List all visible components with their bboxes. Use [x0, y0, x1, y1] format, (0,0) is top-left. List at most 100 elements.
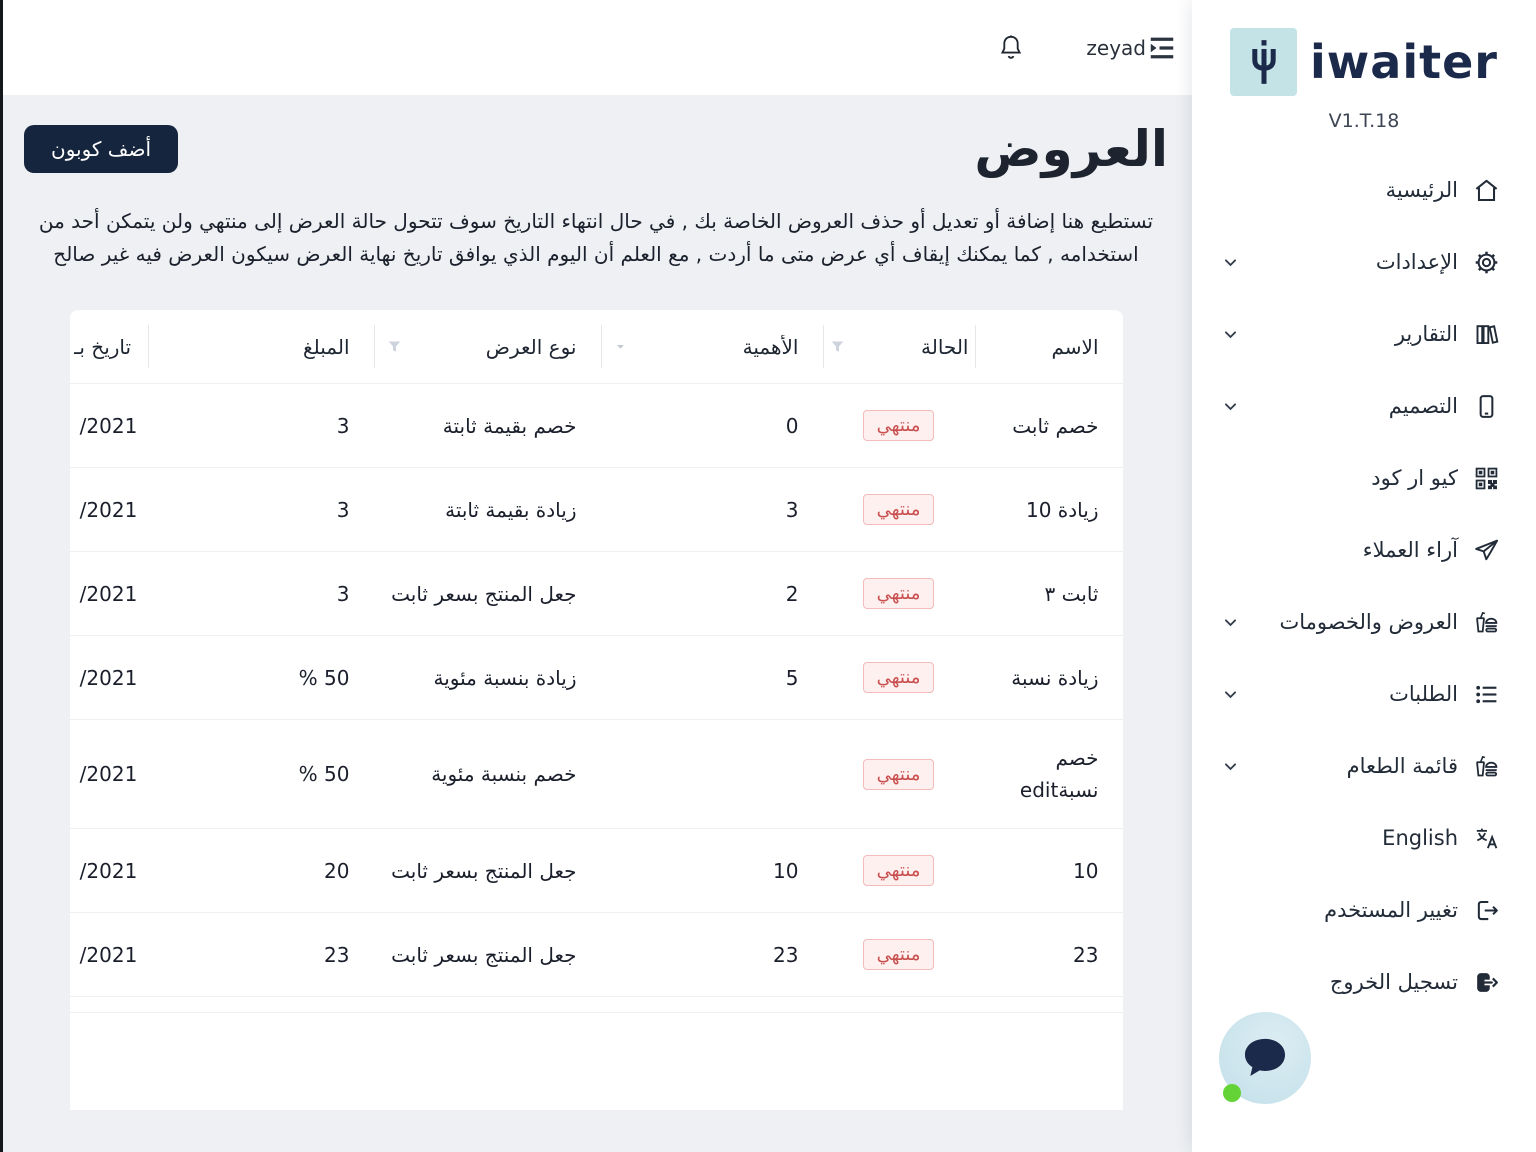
iwaiter-logo-icon — [1230, 28, 1298, 96]
food-menu-icon — [1473, 753, 1500, 780]
chevron-down-icon — [1222, 254, 1239, 271]
cell-importance: 10 — [773, 858, 799, 883]
table-row[interactable]: خصم ثابت منتهي 0 خصم بقيمة ثابتة 3 /2021 — [69, 384, 1123, 468]
cell-name: 10 — [1073, 858, 1099, 883]
add-coupon-button[interactable]: أضف كوبون — [24, 125, 179, 173]
cell-importance: 23 — [773, 942, 799, 967]
table-header-row: الاسم الحالة الأهمية نوع العرض المبلغ تا… — [69, 310, 1123, 384]
sidebar-item-switch-user[interactable]: تغيير المستخدم — [1192, 874, 1536, 946]
online-status-dot — [1223, 1084, 1241, 1102]
cell-amount: 20 — [324, 858, 350, 883]
table-row-ghost — [69, 997, 1123, 1013]
status-badge: منتهي — [862, 494, 935, 525]
column-header-type: نوع العرض — [373, 310, 601, 383]
filter-funnel-icon[interactable] — [829, 338, 846, 355]
status-badge: منتهي — [862, 410, 935, 441]
sidebar-item-orders[interactable]: الطلبات — [1192, 658, 1536, 730]
sidebar: iwaiter V1.T.18 الرئيسية الإعدادات التقا… — [1192, 0, 1536, 1152]
cell-amount: 3 — [336, 497, 350, 522]
language-icon — [1473, 825, 1500, 852]
column-header-status: الحالة — [822, 310, 975, 383]
qr-code-icon — [1473, 465, 1500, 492]
cell-status: منتهي — [823, 636, 975, 719]
sidebar-item-food-menu[interactable]: قائمة الطعام — [1192, 730, 1536, 802]
sidebar-item-language[interactable]: English — [1192, 802, 1536, 874]
status-badge: منتهي — [862, 939, 935, 970]
cell-offer-type: زيادة بنسبة مئوية — [433, 665, 577, 690]
sidebar-menu: الرئيسية الإعدادات التقارير التصميم كيو … — [1192, 154, 1536, 1018]
username: zeyad — [1086, 35, 1146, 60]
cell-name: زيادة نسبة — [1011, 665, 1099, 690]
cell-name: 23 — [1073, 942, 1099, 967]
table-row[interactable]: 10 منتهي 10 جعل المنتج بسعر ثابت 20 /202… — [69, 829, 1123, 913]
reports-icon — [1473, 321, 1500, 348]
sidebar-item-design[interactable]: التصميم — [1192, 370, 1536, 442]
cell-importance: 3 — [785, 497, 799, 522]
cell-start-date: /2021 — [79, 942, 138, 967]
cell-offer-type: جعل المنتج بسعر ثابت — [391, 581, 577, 606]
cell-offer-type: جعل المنتج بسعر ثابت — [391, 942, 577, 967]
window-edge — [0, 0, 3, 1152]
table-row[interactable]: خصم نسبةedit منتهي خصم بنسبة مئوية 50 % … — [69, 720, 1123, 829]
table-row[interactable]: ثابت ٣ منتهي 2 جعل المنتج بسعر ثابت 3 /2… — [69, 552, 1123, 636]
cell-status: منتهي — [823, 468, 975, 551]
cell-start-date: /2021 — [79, 581, 138, 606]
table-row[interactable]: زيادة 10 منتهي 3 زيادة بقيمة ثابتة 3 /20… — [69, 468, 1123, 552]
switch-user-icon — [1473, 897, 1500, 924]
cell-amount: 50 % — [298, 762, 350, 786]
table-body: خصم ثابت منتهي 0 خصم بقيمة ثابتة 3 /2021… — [69, 384, 1123, 997]
cell-start-date: /2021 — [79, 497, 138, 522]
filter-funnel-icon[interactable] — [386, 338, 403, 355]
chat-bubble-icon — [1244, 1038, 1286, 1076]
page-description: تستطيع هنا إضافة أو تعديل أو حذف العروض … — [38, 209, 1154, 266]
content: العروض أضف كوبون تستطيع هنا إضافة أو تعد… — [0, 95, 1192, 1152]
logout-icon — [1473, 969, 1500, 996]
offers-icon — [1473, 609, 1500, 636]
cell-offer-type: خصم بقيمة ثابتة — [442, 413, 577, 438]
cell-offer-type: زيادة بقيمة ثابتة — [445, 497, 577, 522]
page-title: العروض — [974, 120, 1168, 178]
chevron-down-icon — [1222, 758, 1239, 775]
cell-name: خصم نسبةedit — [1019, 746, 1099, 802]
design-icon — [1473, 393, 1500, 420]
menu-fold-icon[interactable] — [1146, 32, 1178, 64]
sidebar-item-logout[interactable]: تسجيل الخروج — [1192, 946, 1536, 1018]
brand-name: iwaiter — [1310, 35, 1498, 89]
cell-start-date: /2021 — [79, 665, 138, 690]
brand-logo: iwaiter — [1192, 28, 1536, 96]
column-header-importance: الأهمية — [600, 310, 823, 383]
sort-caret-icon[interactable] — [613, 339, 628, 354]
cell-start-date: /2021 — [79, 762, 138, 786]
cell-importance: 2 — [785, 581, 799, 606]
status-badge: منتهي — [862, 855, 935, 886]
table-row[interactable]: 23 منتهي 23 جعل المنتج بسعر ثابت 23 /202… — [69, 913, 1123, 997]
cell-name: خصم ثابت — [1012, 413, 1099, 438]
cell-start-date: /2021 — [79, 413, 138, 438]
sidebar-item-settings[interactable]: الإعدادات — [1192, 226, 1536, 298]
cell-amount: 3 — [336, 581, 350, 606]
sidebar-item-offers[interactable]: العروض والخصومات — [1192, 586, 1536, 658]
sidebar-item-home[interactable]: الرئيسية — [1192, 154, 1536, 226]
sidebar-item-qr-code[interactable]: كيو ار كود — [1192, 442, 1536, 514]
chevron-down-icon — [1222, 614, 1239, 631]
cell-status: منتهي — [823, 829, 975, 912]
chevron-down-icon — [1222, 398, 1239, 415]
table-row[interactable]: زيادة نسبة منتهي 5 زيادة بنسبة مئوية 50 … — [69, 636, 1123, 720]
cell-status: منتهي — [823, 720, 975, 828]
notifications-bell-icon[interactable] — [998, 34, 1024, 62]
cell-amount: 23 — [324, 942, 350, 967]
chevron-down-icon — [1222, 686, 1239, 703]
chat-widget-button[interactable] — [1219, 1012, 1311, 1104]
feedback-icon — [1473, 537, 1500, 564]
status-badge: منتهي — [862, 662, 935, 693]
cell-status: منتهي — [823, 913, 975, 996]
sidebar-item-feedback[interactable]: آراء العملاء — [1192, 514, 1536, 586]
orders-icon — [1473, 681, 1500, 708]
cell-status: منتهي — [823, 552, 975, 635]
app-version: V1.T.18 — [1328, 110, 1400, 132]
cell-importance: 0 — [785, 413, 799, 438]
column-header-amount: المبلغ — [147, 310, 374, 383]
sidebar-item-reports[interactable]: التقارير — [1192, 298, 1536, 370]
main-area: zeyad العروض أضف كوبون تستطيع هنا إضافة … — [0, 0, 1192, 1152]
home-icon — [1473, 177, 1500, 204]
